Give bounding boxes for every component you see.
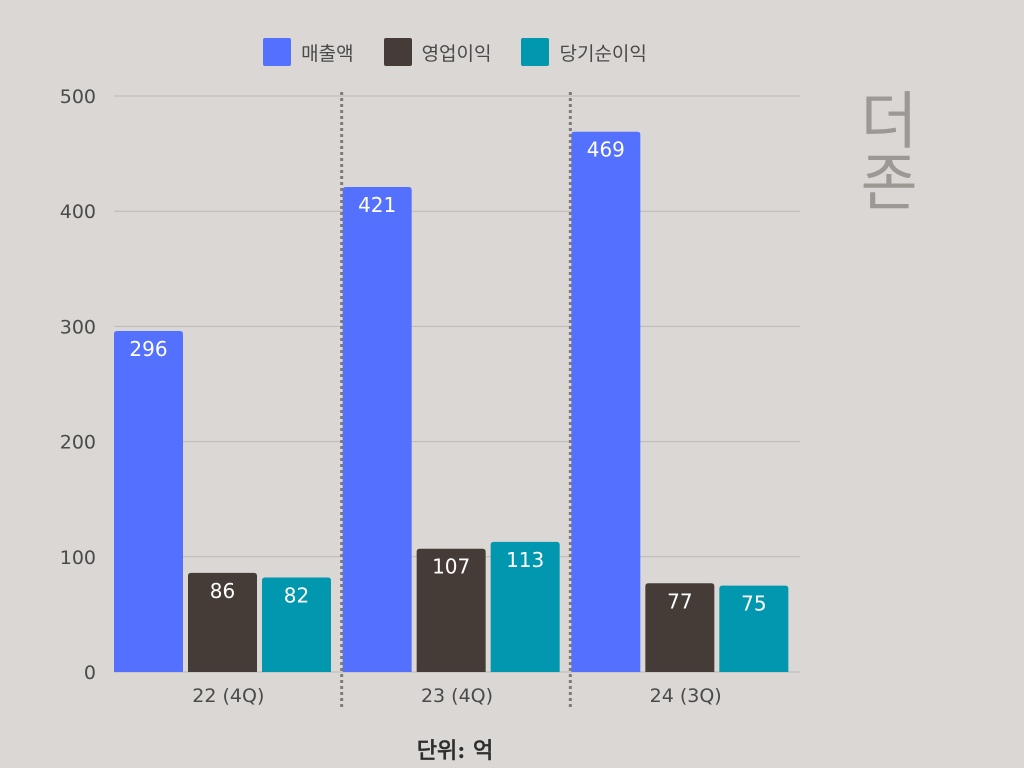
bar-revenue-1 (342, 187, 412, 672)
legend-item-net-income: 당기순이익 (521, 38, 647, 66)
bar-operating-profit-0 (188, 572, 257, 672)
data-label-1-2: 77 (667, 589, 692, 613)
y-tick-label-200: 200 (60, 432, 96, 454)
y-tick-label-500: 500 (60, 86, 96, 108)
legend-swatch-net-income (521, 38, 550, 66)
data-label-1-0: 86 (210, 579, 235, 603)
bar-net-income-1 (490, 541, 560, 672)
y-tick-label-400: 400 (60, 201, 96, 223)
legend-swatch-operating-profit (383, 38, 412, 66)
unit-label: 단위: 억 (416, 738, 494, 764)
x-tick-label-1: 23 (4Q) (421, 685, 493, 707)
y-tick-label-300: 300 (60, 316, 96, 338)
legend-item-operating-profit: 영업이익 (383, 38, 492, 66)
data-label-1-1: 107 (432, 555, 470, 579)
data-label-2-1: 113 (506, 548, 544, 572)
y-tick-label-100: 100 (60, 547, 96, 569)
bar-revenue-2 (571, 131, 641, 672)
y-tick-label-0: 0 (84, 662, 96, 684)
data-label-0-1: 421 (358, 193, 396, 217)
data-label-2-2: 75 (741, 592, 766, 616)
bar-operating-profit-1 (416, 548, 486, 672)
legend-label-operating-profit: 영업이익 (421, 42, 492, 65)
data-label-0-2: 469 (587, 138, 625, 162)
legend: 매출액 영업이익 당기순이익 (0, 38, 910, 66)
legend-label-net-income: 당기순이익 (559, 42, 647, 65)
data-label-0-0: 296 (129, 337, 167, 361)
brand-logo-text: 더존 (847, 88, 920, 212)
legend-label-revenue: 매출액 (301, 42, 354, 65)
legend-swatch-revenue (263, 38, 292, 66)
data-label-2-0: 82 (284, 584, 309, 608)
x-tick-label-0: 22 (4Q) (192, 685, 264, 707)
bar-operating-profit-2 (645, 583, 715, 672)
bar-net-income-2 (719, 585, 789, 672)
legend-item-revenue: 매출액 (263, 38, 354, 66)
bar-revenue-0 (114, 331, 183, 672)
bar-net-income-0 (262, 577, 331, 672)
x-tick-label-2: 24 (3Q) (650, 685, 722, 707)
